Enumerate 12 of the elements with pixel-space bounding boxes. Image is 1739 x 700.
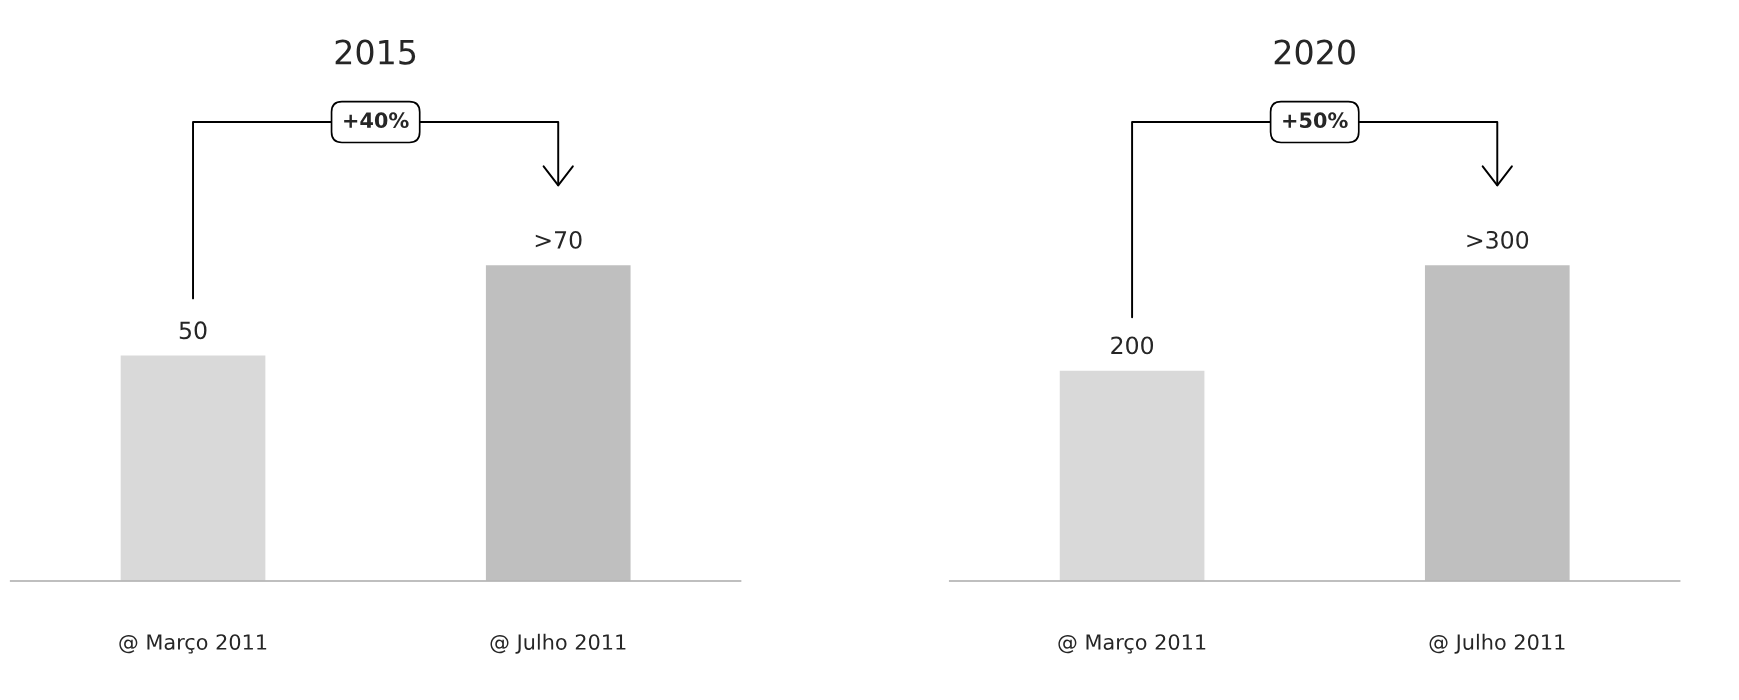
data-label: 200 xyxy=(1111,336,1154,355)
x-tick-label: @ Março 2011 xyxy=(119,634,267,654)
data-label: >300 xyxy=(1467,230,1529,249)
data-label: >70 xyxy=(535,230,582,249)
data-label: 50 xyxy=(179,321,207,340)
chart-title: 2020 xyxy=(1274,39,1355,65)
text: +50% xyxy=(1283,112,1348,129)
x-tick-label: @ Julho 2011 xyxy=(490,633,626,654)
x-tick-label: @ Março 2011 xyxy=(1058,634,1206,654)
x-tick-label: @ Julho 2011 xyxy=(1429,633,1565,654)
chart-title: 2015 xyxy=(335,39,416,65)
text: +40% xyxy=(344,112,409,129)
